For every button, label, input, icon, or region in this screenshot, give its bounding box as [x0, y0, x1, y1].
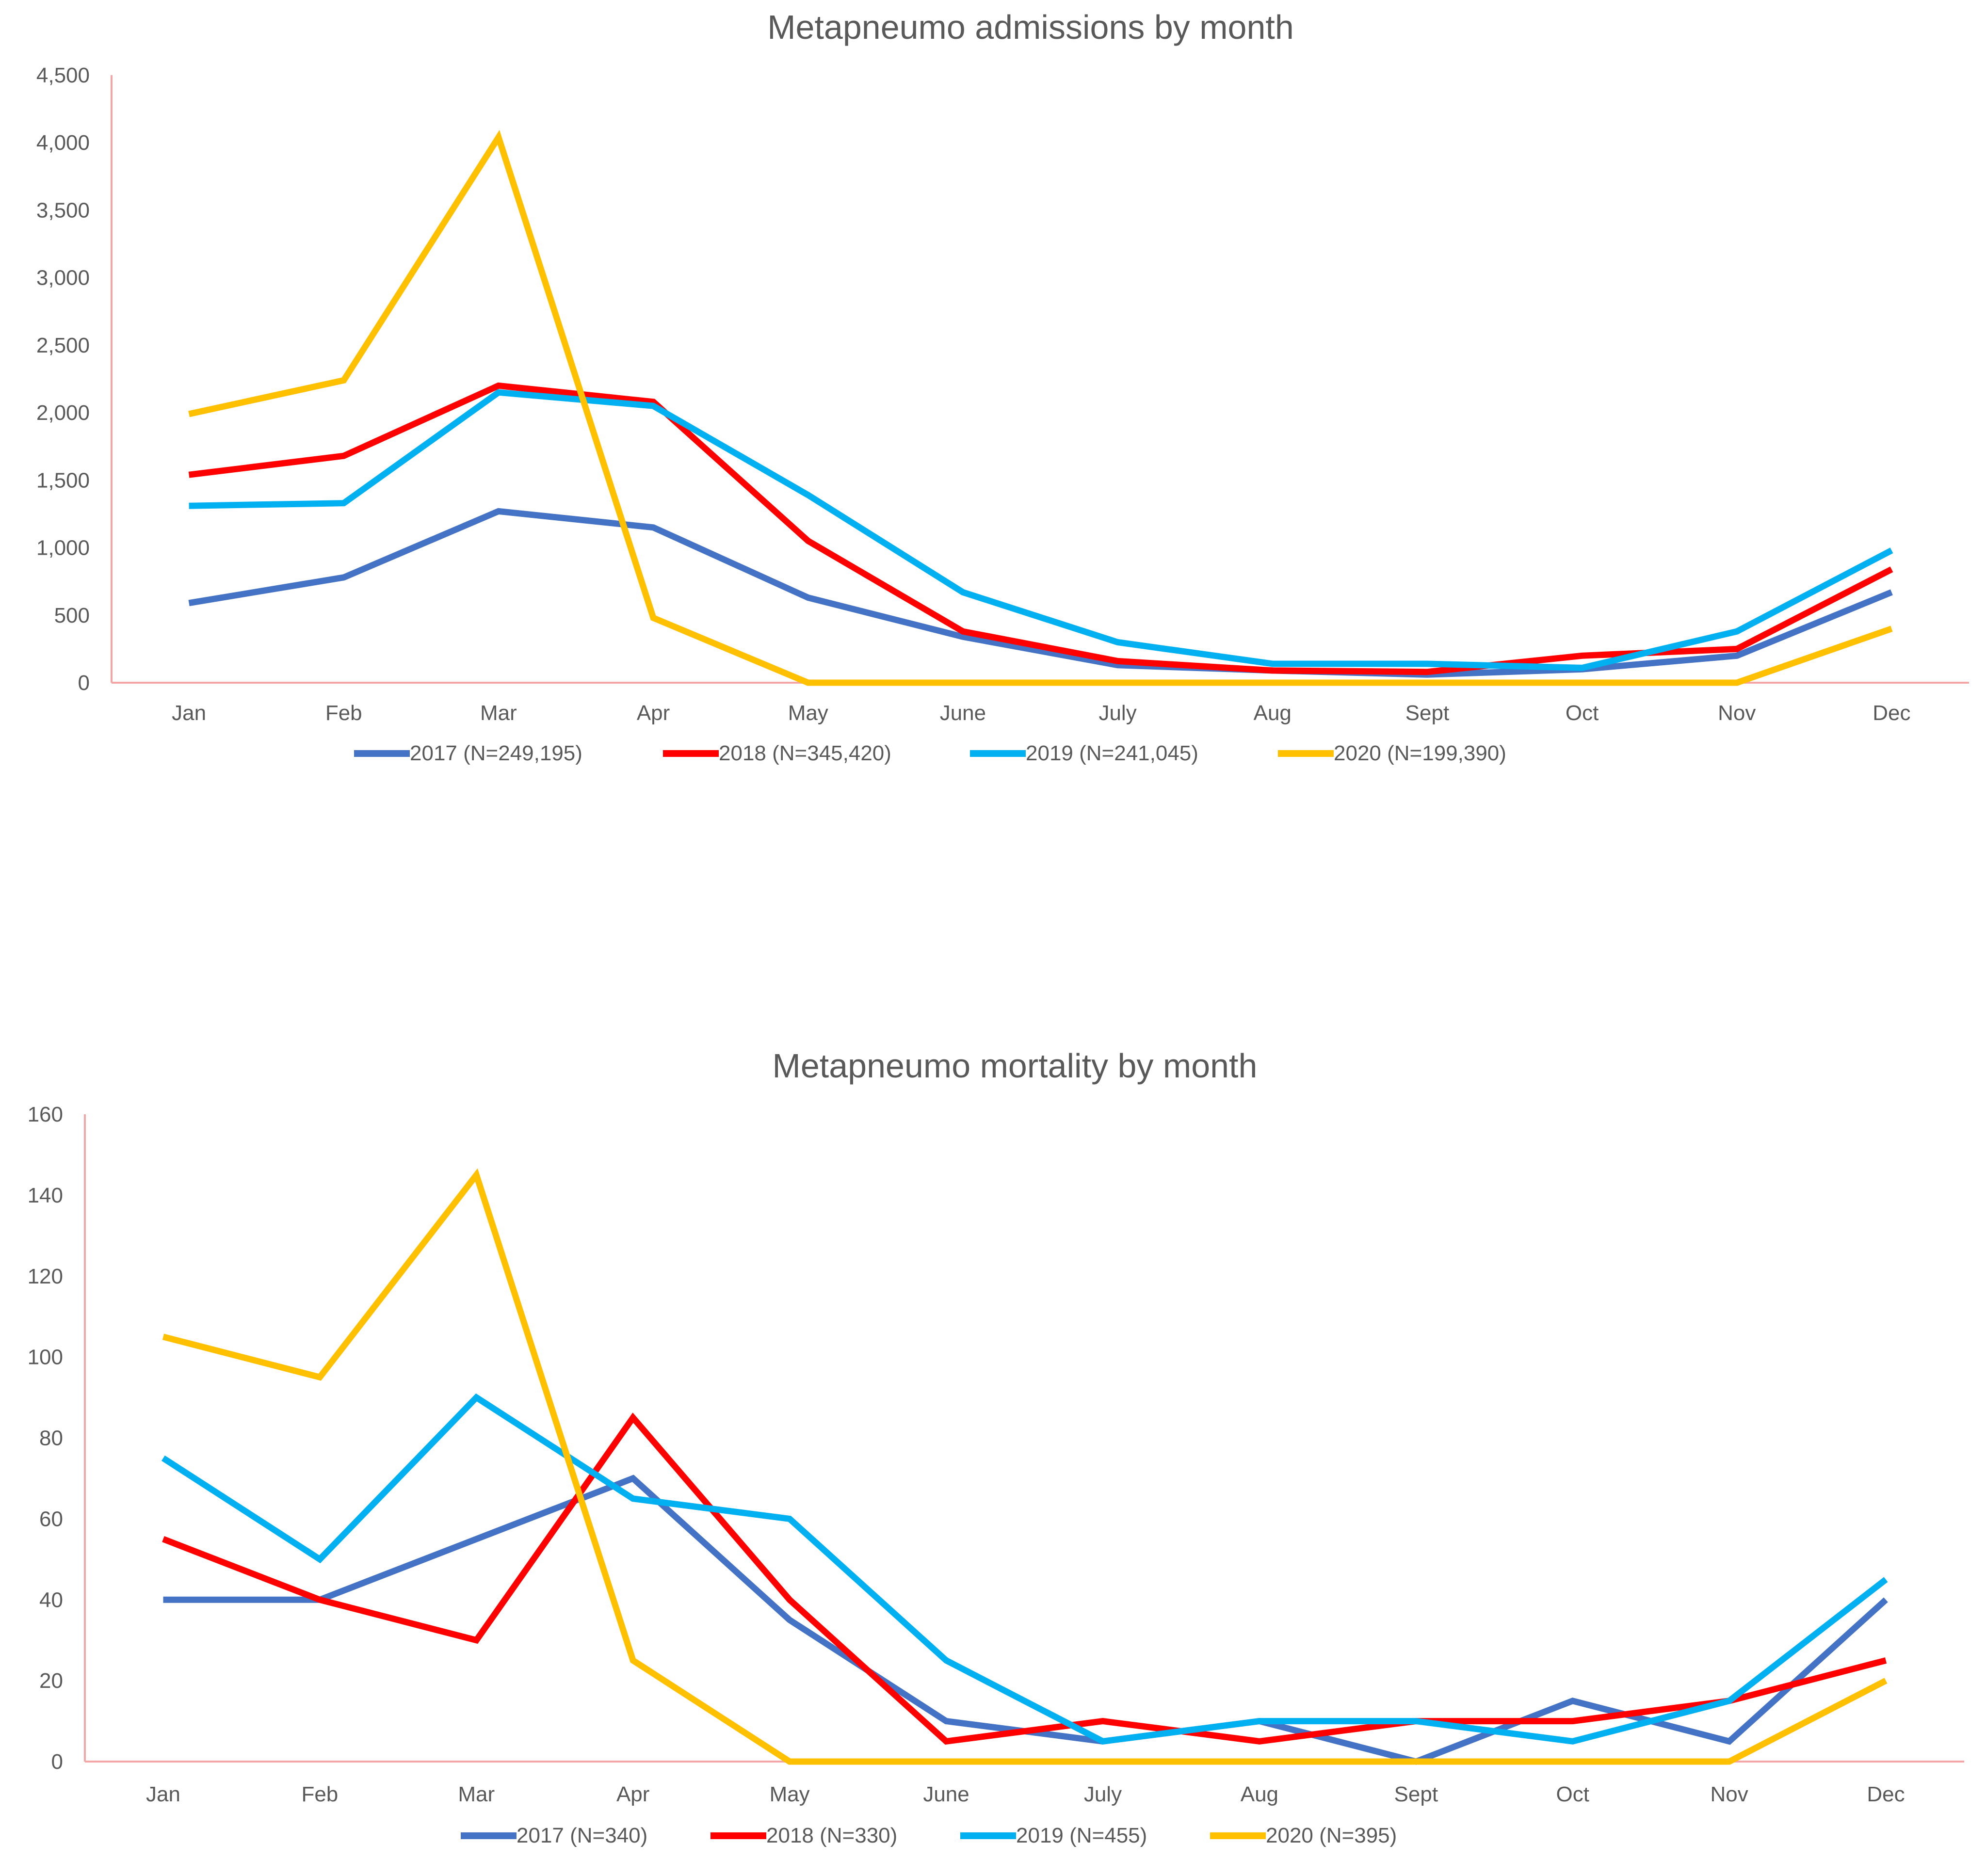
x-tick-label: Apr	[616, 1782, 649, 1806]
legend-label: 2017 (N=249,195)	[410, 741, 582, 765]
y-tick-label: 4,500	[36, 64, 90, 87]
series-line	[162, 1412, 1887, 1745]
y-tick-label: 2,000	[36, 401, 90, 425]
x-tick-label: Aug	[1241, 1782, 1278, 1806]
x-tick-label: May	[770, 1782, 810, 1806]
x-tick-label: Aug	[1254, 701, 1292, 725]
y-tick-label: 1,000	[36, 536, 90, 560]
chart-1: Metapneumo admissions by month 0 500 1,000 1…	[36, 8, 1969, 765]
y-tick-label: 1,500	[36, 468, 90, 492]
y-tick-label: 0	[78, 671, 90, 695]
legend-label: 2018 (N=330)	[766, 1824, 897, 1847]
x-tick-label: Mar	[480, 701, 517, 725]
chart-title: Metapneumo admissions by month	[767, 8, 1294, 46]
x-tick-label: Sept	[1394, 1782, 1438, 1806]
chart-title: Metapneumo mortality by month	[773, 1047, 1258, 1085]
x-tick-label: Oct	[1556, 1782, 1589, 1806]
x-tick-label: Dec	[1867, 1782, 1905, 1806]
x-tick-label: Apr	[637, 701, 670, 725]
x-tick-label: Nov	[1711, 1782, 1748, 1806]
x-tick-label: Feb	[325, 701, 362, 725]
y-tick-label: 160	[28, 1103, 63, 1126]
y-tick-label: 140	[28, 1184, 63, 1207]
x-tick-label: Oct	[1566, 701, 1598, 725]
y-tick-label: 3,000	[36, 266, 90, 290]
y-tick-label: 60	[39, 1507, 63, 1531]
y-tick-label: 100	[28, 1346, 63, 1369]
chart-2: Metapneumo mortality by month 0 20 40 60 80 10…	[28, 1047, 1964, 1847]
legend-label: 2019 (N=455)	[1016, 1824, 1147, 1847]
x-tick-label: Dec	[1873, 701, 1910, 725]
legend-label: 2019 (N=241,045)	[1026, 741, 1198, 765]
y-tick-label: 500	[54, 604, 90, 627]
series-line	[161, 1393, 1888, 1745]
legend-label: 2020 (N=199,390)	[1334, 741, 1506, 765]
series-line	[189, 389, 1893, 671]
x-tick-label: June	[923, 1782, 969, 1806]
legend-label: 2017 (N=340)	[517, 1824, 647, 1847]
y-tick-label: 120	[28, 1265, 63, 1288]
series-line	[188, 508, 1893, 678]
series-line	[188, 129, 1893, 686]
x-tick-label: May	[788, 701, 828, 725]
x-tick-label: Mar	[458, 1782, 495, 1806]
legend-label: 2020 (N=395)	[1266, 1824, 1397, 1847]
legend-label: 2018 (N=345,420)	[719, 741, 891, 765]
y-tick-label: 40	[39, 1588, 63, 1612]
x-tick-label: Nov	[1718, 701, 1756, 725]
y-tick-label: 0	[51, 1750, 63, 1774]
y-tick-label: 2,500	[36, 334, 90, 357]
y-tick-label: 80	[39, 1427, 63, 1450]
x-tick-label: Feb	[301, 1782, 338, 1806]
x-tick-label: Sept	[1405, 701, 1450, 725]
y-tick-label: 3,500	[36, 198, 90, 222]
series-line	[162, 1168, 1888, 1765]
x-tick-label: Jan	[172, 701, 206, 725]
series-line	[188, 382, 1893, 675]
x-tick-label: June	[940, 701, 986, 725]
y-tick-label: 20	[39, 1669, 63, 1693]
x-tick-label: Jan	[146, 1782, 180, 1806]
y-tick-label: 4,000	[36, 131, 90, 155]
x-tick-label: July	[1098, 701, 1136, 725]
x-tick-label: July	[1084, 1782, 1122, 1806]
